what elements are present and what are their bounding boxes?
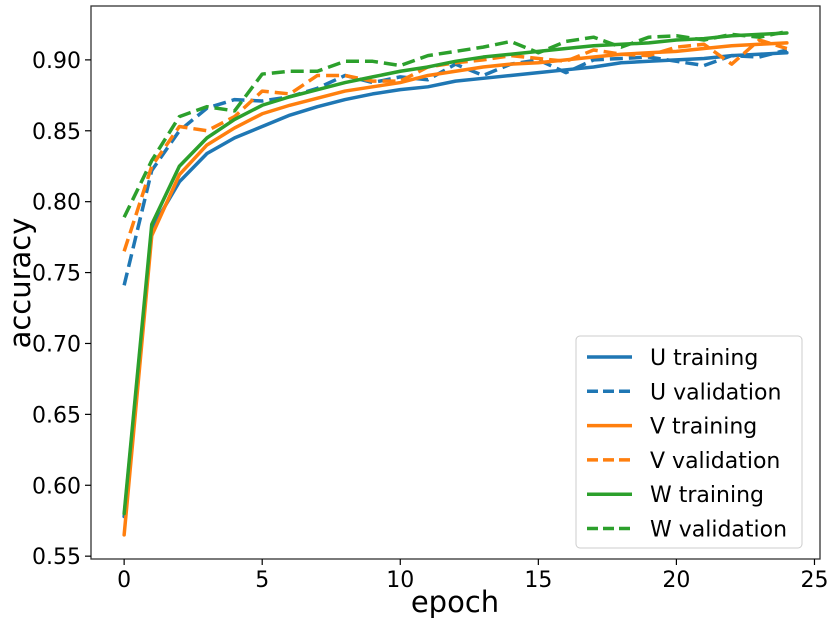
x-tick-label: 0 xyxy=(117,568,131,593)
series-line-w-training xyxy=(122,31,789,516)
y-tick-label: 0.85 xyxy=(32,120,81,145)
y-tick-label: 0.70 xyxy=(32,332,81,357)
x-tick-label: 15 xyxy=(524,568,552,593)
series-layer xyxy=(122,29,789,537)
y-axis-ticks: 0.55 0.60 0.65 0.70 0.75 0.80 0.85 0.90 xyxy=(32,49,91,570)
x-tick-label: 20 xyxy=(662,568,690,593)
y-tick-label: 0.65 xyxy=(32,403,81,428)
legend-label: U validation xyxy=(650,380,781,405)
x-tick-label: 10 xyxy=(386,568,414,593)
x-tick-label: 25 xyxy=(800,568,828,593)
x-axis-ticks: 0 5 10 15 20 25 xyxy=(117,559,828,593)
y-axis-title: accuracy xyxy=(3,218,37,349)
x-tick-label: 5 xyxy=(255,568,269,593)
x-axis-title: epoch xyxy=(411,585,499,619)
y-tick-label: 0.55 xyxy=(32,545,81,570)
legend-label: U training xyxy=(650,346,758,371)
y-tick-label: 0.90 xyxy=(32,49,81,74)
legend-label: V training xyxy=(650,415,757,440)
legend-label: W validation xyxy=(650,518,787,543)
legend-box xyxy=(575,335,803,549)
plot-frame xyxy=(90,5,821,560)
legend: U training U validation V training V valida… xyxy=(575,335,803,549)
series-line-w-validation xyxy=(122,29,788,219)
y-tick-label: 0.60 xyxy=(32,474,81,499)
legend-label: W training xyxy=(650,483,764,508)
y-tick-label: 0.80 xyxy=(32,191,81,216)
legend-label: V validation xyxy=(650,449,780,474)
y-tick-label: 0.75 xyxy=(32,262,81,287)
series-line-v-training xyxy=(122,41,789,537)
